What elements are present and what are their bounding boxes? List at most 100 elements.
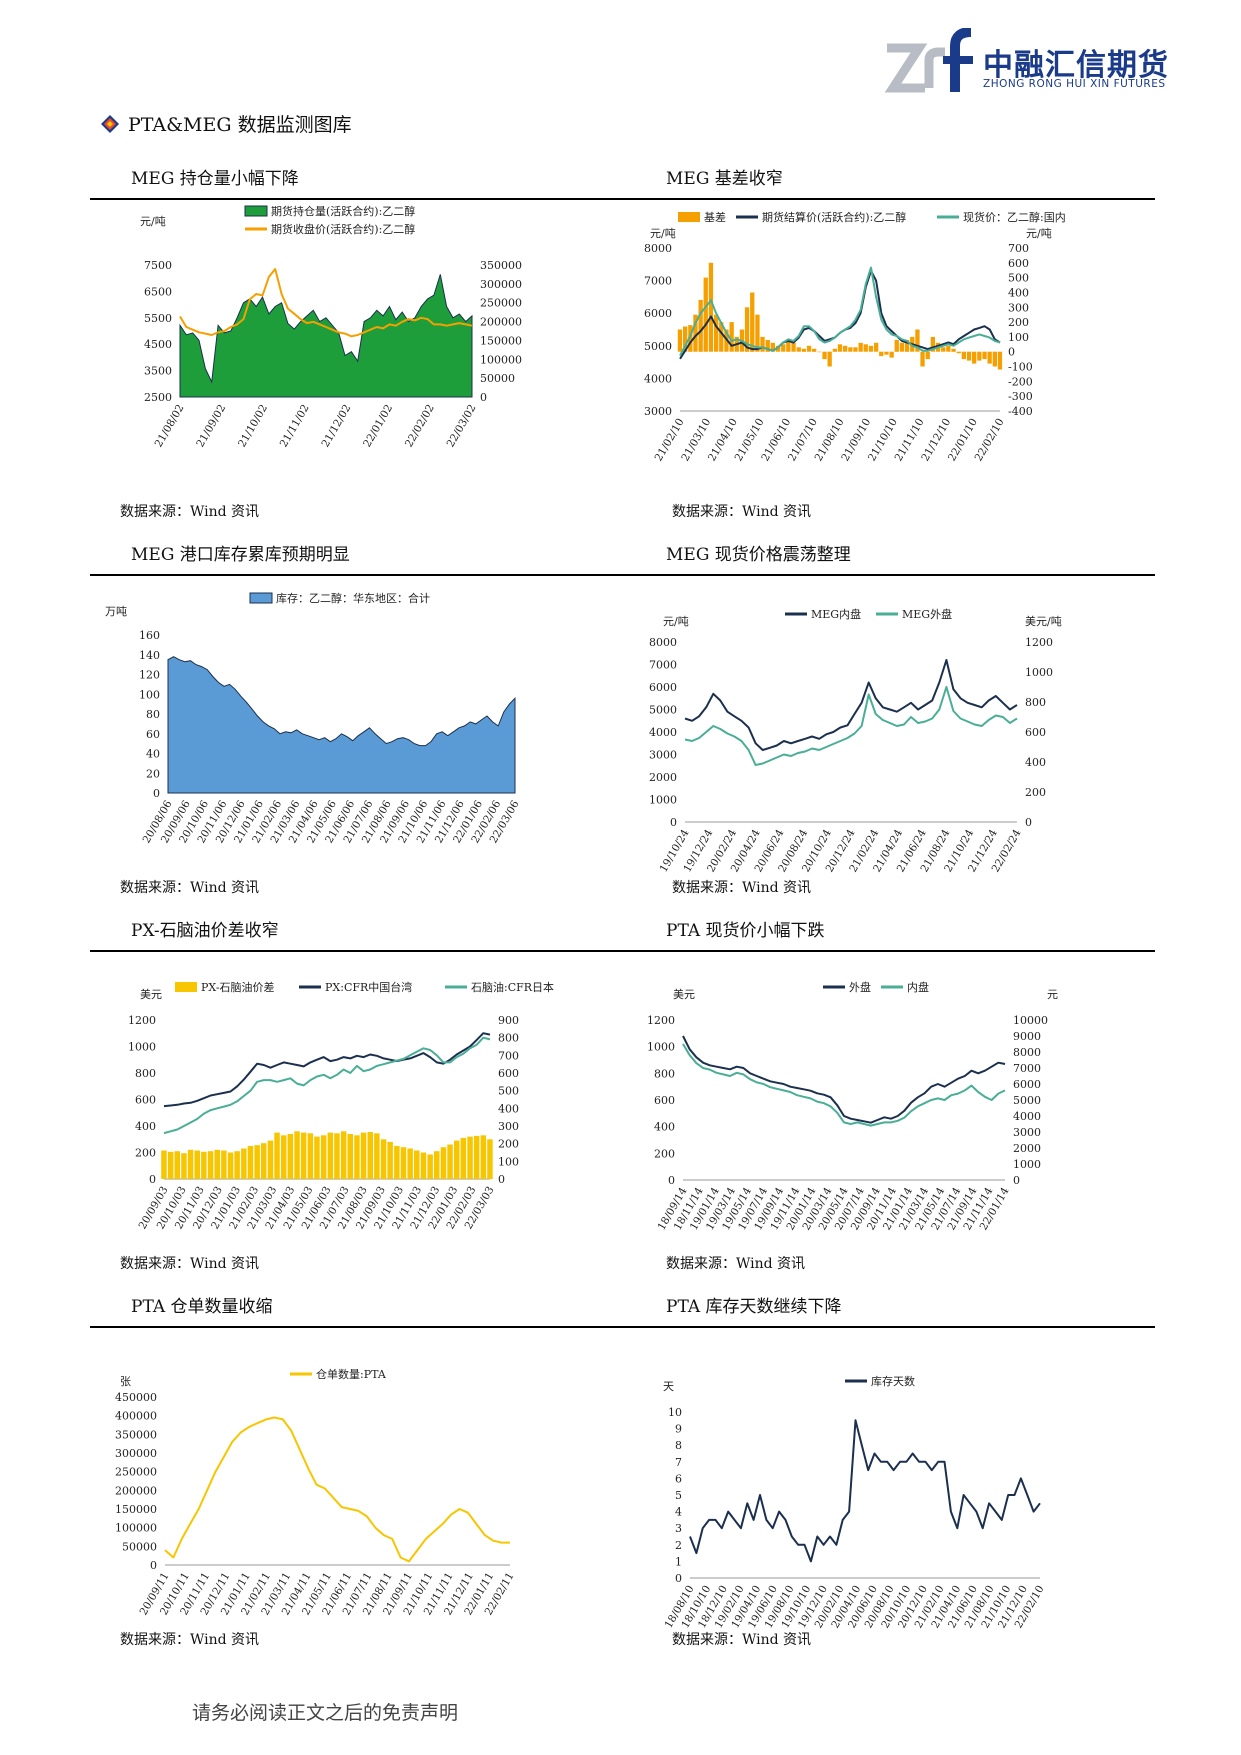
bar-c2-17 (765, 339, 770, 352)
y-tick-right-c6: 5000 (1013, 1094, 1041, 1107)
bar-c2-7 (714, 314, 719, 352)
bar-c5-7 (207, 1151, 214, 1179)
bar-c2-6 (708, 262, 714, 352)
bar-c5-9 (221, 1150, 227, 1179)
bar-c2-61 (992, 351, 997, 367)
bar-c5-49 (487, 1139, 493, 1180)
bar-c2-47 (920, 351, 925, 367)
y-tick-right-c1: 150000 (480, 334, 522, 347)
bar-c5-17 (274, 1132, 280, 1179)
y-tick-left-c5: 0 (149, 1173, 156, 1186)
bar-c2-38 (874, 342, 879, 352)
y-axis-label-left-c4: 元/吨 (663, 615, 689, 628)
chart-meg-port-inventory: 160140120100806040200万吨20/08/0620/09/062… (105, 591, 522, 845)
bar-c2-21 (786, 339, 791, 352)
y-tick-left-c3: 40 (146, 748, 160, 761)
y-tick-right-c2: 0 (1008, 346, 1015, 359)
series-line-c6-0 (682, 1035, 1006, 1124)
y-tick-left-c7: 150000 (115, 1503, 157, 1516)
bar-c2-52 (946, 345, 951, 352)
bar-c5-30 (360, 1132, 367, 1179)
bar-c2-14 (750, 292, 755, 352)
source-c6: 数据来源：Wind 资讯 (666, 1256, 806, 1272)
y-tick-left-c3: 160 (139, 629, 160, 642)
legend-label-c6-0: 外盘 (849, 980, 871, 994)
x-tick-c1: 21/10/02 (236, 403, 270, 450)
y-tick-left-c4: 5000 (649, 704, 677, 717)
legend-label-c2-1: 期货结算价(活跃合约):乙二醇 (762, 210, 906, 224)
legend-label-c1-1: 期货收盘价(活跃合约):乙二醇 (271, 222, 415, 236)
bar-c5-13 (247, 1145, 254, 1179)
bar-c2-4 (698, 299, 703, 352)
y-tick-right-c1: 0 (480, 391, 487, 404)
series-area-c3-0 (167, 656, 516, 794)
source-c4: 数据来源：Wind 资讯 (672, 880, 812, 896)
y-tick-left-c7: 400000 (115, 1410, 157, 1423)
section-header: PTA&MEG 数据监测图库 (100, 110, 352, 137)
y-tick-left-c8: 2 (675, 1539, 682, 1552)
bar-c2-62 (997, 351, 1003, 370)
bar-c2-36 (863, 344, 868, 352)
y-tick-right-c2: -300 (1008, 390, 1033, 403)
bar-c5-4 (187, 1149, 194, 1179)
bar-c5-5 (194, 1150, 200, 1179)
chart-title-c7: PTA 仓单数量收缩 (131, 1297, 273, 1317)
brand-name-cn: 中融汇信期货 (983, 48, 1169, 83)
y-tick-left-c3: 140 (139, 649, 160, 662)
bar-c5-33 (380, 1139, 387, 1180)
bar-c5-38 (414, 1150, 420, 1179)
legend-label-c2-0: 基差 (704, 210, 726, 224)
y-tick-right-c5: 800 (498, 1032, 519, 1045)
y-tick-left-c6: 600 (654, 1094, 675, 1107)
y-tick-right-c2: 400 (1008, 286, 1029, 299)
y-tick-right-c1: 350000 (480, 259, 522, 272)
bar-c2-56 (966, 351, 972, 361)
bar-c5-42 (440, 1147, 447, 1179)
bar-c2-22 (791, 342, 796, 352)
bar-c5-10 (227, 1152, 234, 1179)
x-tick-c1: 22/03/02 (445, 403, 479, 450)
chart-meg-basis: 800070006000500040003000元/吨7006005004003… (644, 210, 1066, 463)
legend-label-c5-1: PX:CFR中国台湾 (325, 980, 412, 994)
brand-mark-icon (885, 28, 973, 93)
plot-group-c2: 800070006000500040003000元/吨7006005004003… (644, 210, 1066, 463)
bar-c5-35 (394, 1145, 400, 1179)
y-tick-left-c4: 6000 (649, 681, 677, 694)
bar-c5-19 (287, 1134, 294, 1179)
legend-swatch-c5-0 (175, 982, 197, 992)
bar-c5-27 (340, 1131, 347, 1179)
y-axis-label-left-c1: 元/吨 (140, 215, 166, 228)
bar-c2-44 (904, 339, 910, 352)
y-tick-right-c6: 10000 (1013, 1014, 1048, 1027)
bar-c2-34 (853, 347, 858, 352)
y-tick-right-c6: 9000 (1013, 1030, 1041, 1043)
disclaimer-footer: 请务必阅读正文之后的免责声明 (192, 1702, 459, 1724)
bar-c2-5 (703, 277, 708, 352)
series-line-c2-2 (679, 266, 1001, 357)
y-tick-right-c4: 400 (1025, 756, 1046, 769)
legend-label-c2-2: 现货价：乙二醇:国内 (963, 210, 1066, 224)
legend-label-c3-0: 库存：乙二醇：华东地区：合计 (276, 591, 430, 605)
y-axis-label-left-c5: 美元 (140, 988, 162, 1001)
x-tick-c1: 22/01/02 (361, 403, 395, 450)
bar-c5-45 (460, 1137, 467, 1179)
y-tick-left-c8: 7 (675, 1456, 682, 1469)
y-tick-left-c7: 450000 (115, 1391, 157, 1404)
y-tick-left-c3: 0 (153, 787, 160, 800)
y-tick-left-c7: 300000 (115, 1447, 157, 1460)
chart-title-c6: PTA 现货价小幅下跌 (666, 921, 825, 941)
bar-c5-40 (427, 1154, 433, 1179)
plot-group-c4: 800070006000500040003000200010000元/吨1200… (649, 607, 1062, 874)
legend-swatch-c2-0 (678, 212, 700, 222)
bar-c5-11 (234, 1151, 240, 1179)
bar-c2-42 (894, 339, 899, 352)
divider-row3 (90, 950, 1155, 952)
source-c7: 数据来源：Wind 资讯 (120, 1632, 260, 1648)
bar-c2-32 (843, 345, 848, 352)
y-tick-left-c5: 200 (135, 1147, 156, 1160)
x-tick-c1: 21/09/02 (194, 403, 228, 450)
y-tick-left-c7: 0 (150, 1559, 157, 1572)
plot-group-c6: 120010008006004002000美元10000900080007000… (647, 980, 1058, 1232)
y-tick-left-c6: 400 (654, 1121, 675, 1134)
y-tick-left-c2: 6000 (644, 307, 672, 320)
